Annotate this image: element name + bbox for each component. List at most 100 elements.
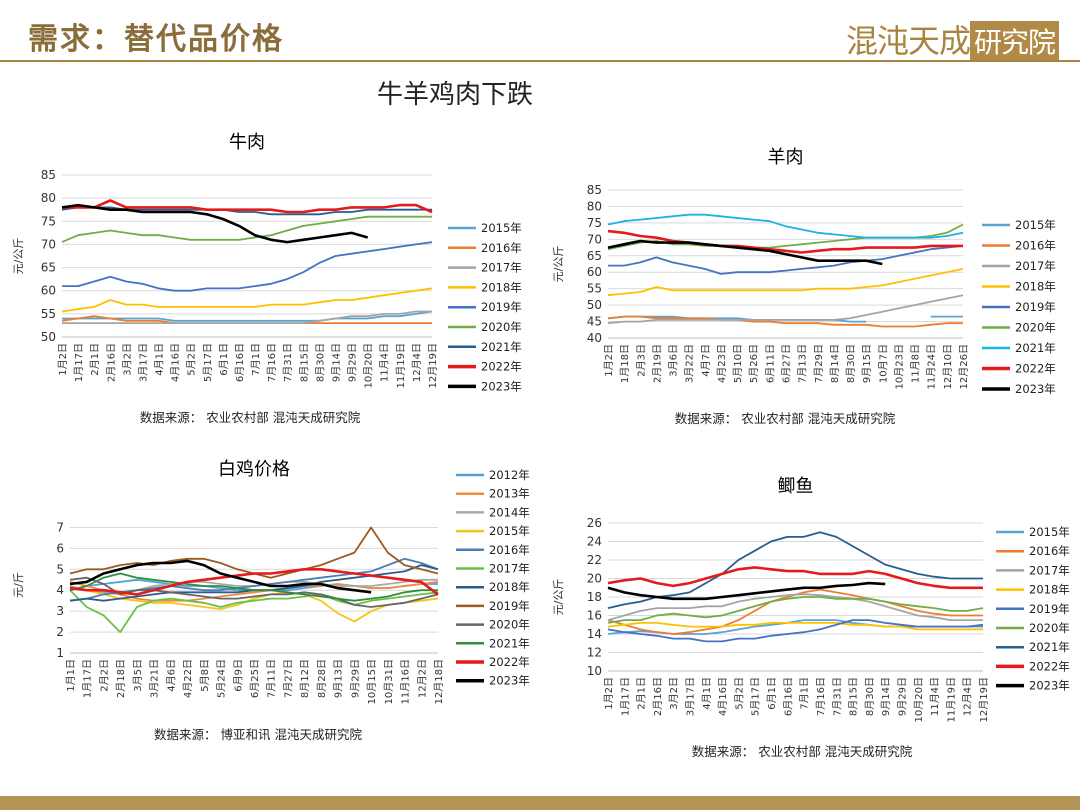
legend-label: 2023年 [489, 674, 530, 688]
x-tick-label: 4月16日 [170, 343, 182, 382]
x-tick-label: 2月19日 [651, 344, 663, 383]
x-tick-label: 6月27日 [781, 344, 793, 383]
y-tick-label: 16 [587, 609, 602, 623]
slide-title: 牛羊鸡肉下跌 [376, 80, 533, 110]
y-tick-label: 55 [41, 307, 56, 321]
series-line [607, 596, 984, 624]
chart-title: 羊肉 [768, 147, 804, 168]
y-tick-label: 7 [56, 520, 64, 534]
header-title: 需求：替代品价格 [28, 22, 284, 57]
legend-label: 2018年 [1029, 583, 1070, 597]
x-tick-label: 1月2日 [603, 344, 615, 377]
y-tick-label: 70 [41, 237, 56, 251]
y-tick-label: 80 [41, 191, 56, 205]
legend-label: 2012年 [489, 468, 530, 482]
legend-label: 2021年 [489, 636, 530, 650]
y-tick-label: 75 [587, 216, 602, 230]
x-tick-label: 4月22日 [182, 659, 194, 698]
x-tick-label: 7月1日 [250, 343, 262, 376]
series-line [69, 559, 372, 594]
series-line [62, 241, 433, 292]
x-tick-label: 6月11日 [764, 344, 776, 383]
y-tick-label: 60 [41, 284, 56, 298]
x-tick-label: 8月14日 [829, 344, 841, 383]
y-axis-label: 元/斤 [12, 572, 25, 598]
logo-text: 混沌天成 [846, 22, 971, 60]
x-tick-label: 6月16日 [234, 343, 246, 382]
x-tick-label: 12月4日 [411, 343, 423, 382]
legend-label: 2017年 [1015, 259, 1056, 273]
x-tick-label: 10月20日 [913, 677, 925, 722]
x-tick-label: 1月17日 [619, 677, 631, 716]
x-tick-label: 3月21日 [149, 659, 161, 698]
legend-label: 2016年 [1029, 544, 1070, 558]
x-tick-label: 7月31日 [831, 677, 843, 716]
legend-label: 2017年 [481, 261, 522, 275]
x-tick-label: 4月1日 [701, 677, 713, 710]
x-tick-label: 10月15日 [366, 659, 378, 704]
series-line [607, 531, 983, 609]
x-tick-label: 1月2日 [603, 677, 615, 710]
logo-box-text: 研究院 [970, 21, 1060, 61]
x-tick-label: 1月17日 [73, 343, 85, 382]
x-tick-label: 7月16日 [815, 677, 827, 716]
x-tick-label: 8月30日 [864, 677, 876, 716]
x-tick-label: 2月18日 [115, 659, 127, 698]
chart-title: 鲫鱼 [778, 476, 814, 497]
y-tick-label: 60 [587, 265, 602, 279]
y-tick-label: 70 [587, 232, 602, 246]
legend-label: 2013年 [489, 487, 530, 501]
legend-label: 2023年 [481, 379, 522, 393]
legend-label: 2021年 [481, 340, 522, 354]
series-line [607, 315, 963, 328]
x-tick-label: 2月3日 [635, 344, 647, 377]
x-tick-label: 8月28日 [316, 659, 328, 698]
x-tick-label: 5月2日 [733, 677, 745, 710]
x-tick-label: 8月15日 [848, 677, 860, 716]
x-tick-label: 12月2日 [416, 659, 428, 698]
legend-label: 2019年 [1015, 300, 1056, 314]
source-note: 数据来源： 博亚和讯 混沌天成研究院 [154, 727, 362, 742]
y-tick-label: 50 [41, 330, 56, 344]
legend-label: 2015年 [489, 524, 530, 538]
legend-label: 2015年 [1015, 218, 1056, 232]
x-tick-label: 3月5日 [132, 659, 144, 692]
brand-logo: 混沌天成 研究院 [846, 16, 1060, 62]
x-tick-label: 8月12日 [299, 659, 311, 698]
x-tick-label: 2月1日 [636, 677, 648, 710]
series-line [607, 294, 964, 325]
x-tick-label: 12月4日 [962, 677, 974, 716]
header-divider [0, 60, 1080, 62]
legend-label: 2017年 [1029, 563, 1070, 577]
x-tick-label: 7月31日 [282, 343, 294, 382]
legend-label: 2016年 [1015, 239, 1056, 253]
y-axis-label: 元/公斤 [12, 238, 25, 275]
legend-label: 2020年 [1029, 621, 1070, 635]
y-tick-label: 20 [587, 572, 602, 586]
legend-label: 2015年 [1029, 525, 1070, 539]
x-tick-label: 12月19日 [978, 677, 990, 722]
y-tick-label: 4 [56, 583, 64, 597]
y-tick-label: 26 [587, 516, 602, 530]
legend-label: 2022年 [481, 360, 522, 374]
x-tick-label: 7月27日 [282, 659, 294, 698]
legend-label: 2018年 [1015, 280, 1056, 294]
legend-label: 2018年 [481, 280, 522, 294]
x-tick-label: 10月20日 [363, 343, 375, 388]
legend-label: 2021年 [1029, 640, 1070, 654]
x-tick-label: 4月7日 [700, 344, 712, 377]
y-axis-label: 元/公斤 [552, 246, 565, 283]
series-line [69, 589, 439, 633]
y-tick-label: 18 [587, 590, 602, 604]
x-tick-label: 4月1日 [154, 343, 166, 376]
legend-label: 2022年 [1015, 362, 1056, 376]
legend-label: 2020年 [1015, 321, 1056, 335]
legend-label: 2015年 [481, 221, 522, 235]
x-tick-label: 6月1日 [766, 677, 778, 710]
x-tick-label: 9月13日 [333, 659, 345, 698]
y-tick-label: 55 [587, 282, 602, 296]
x-tick-label: 5月10日 [732, 344, 744, 383]
x-tick-label: 12月10日 [942, 344, 954, 389]
legend-label: 2019年 [489, 599, 530, 613]
source-note: 数据来源： 农业农村部 混沌天成研究院 [140, 410, 361, 425]
